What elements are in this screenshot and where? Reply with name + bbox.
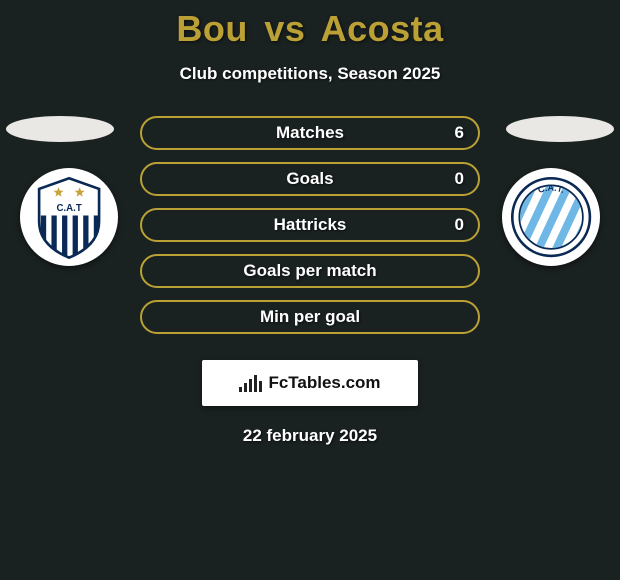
left-shadow-oval (6, 116, 114, 142)
crest-right-svg: C.A.T. (507, 173, 595, 261)
stat-row: Goals 0 (140, 162, 480, 196)
subtitle: Club competitions, Season 2025 (0, 64, 620, 84)
brand-box: FcTables.com (202, 360, 418, 406)
stat-row: Matches 6 (140, 116, 480, 150)
title-vs: vs (264, 8, 305, 49)
stat-value-right: 0 (455, 169, 464, 189)
bars-icon (239, 374, 262, 392)
stat-label: Matches (276, 123, 344, 143)
crest-right: C.A.T. (502, 168, 600, 266)
title-player1: Bou (176, 8, 247, 49)
date-text: 22 february 2025 (0, 426, 620, 446)
stat-label: Goals per match (243, 261, 376, 281)
crest-left-svg: C.A.T (25, 173, 113, 261)
stat-label: Goals (286, 169, 333, 189)
title-player2: Acosta (321, 8, 444, 49)
stat-rows: Matches 6 Goals 0 Hattricks 0 Goals per match M… (140, 116, 480, 334)
comparison-arena: C.A.T C.A.T. Matches6Goals0Hattricks0Goa… (0, 116, 620, 346)
stat-value-right: 0 (455, 215, 464, 235)
brand-text: FcTables.com (268, 373, 380, 393)
stat-row: Goals per match (140, 254, 480, 288)
page-title: Bou vs Acosta (0, 0, 620, 50)
stat-row: Min per goal (140, 300, 480, 334)
stat-label: Min per goal (260, 307, 360, 327)
stat-value-right: 6 (455, 123, 464, 143)
svg-text:C.A.T: C.A.T (56, 203, 81, 214)
content-root: Bou vs Acosta Club competitions, Season … (0, 0, 620, 446)
stat-label: Hattricks (274, 215, 347, 235)
stat-row: Hattricks 0 (140, 208, 480, 242)
right-shadow-oval (506, 116, 614, 142)
crest-left: C.A.T (20, 168, 118, 266)
